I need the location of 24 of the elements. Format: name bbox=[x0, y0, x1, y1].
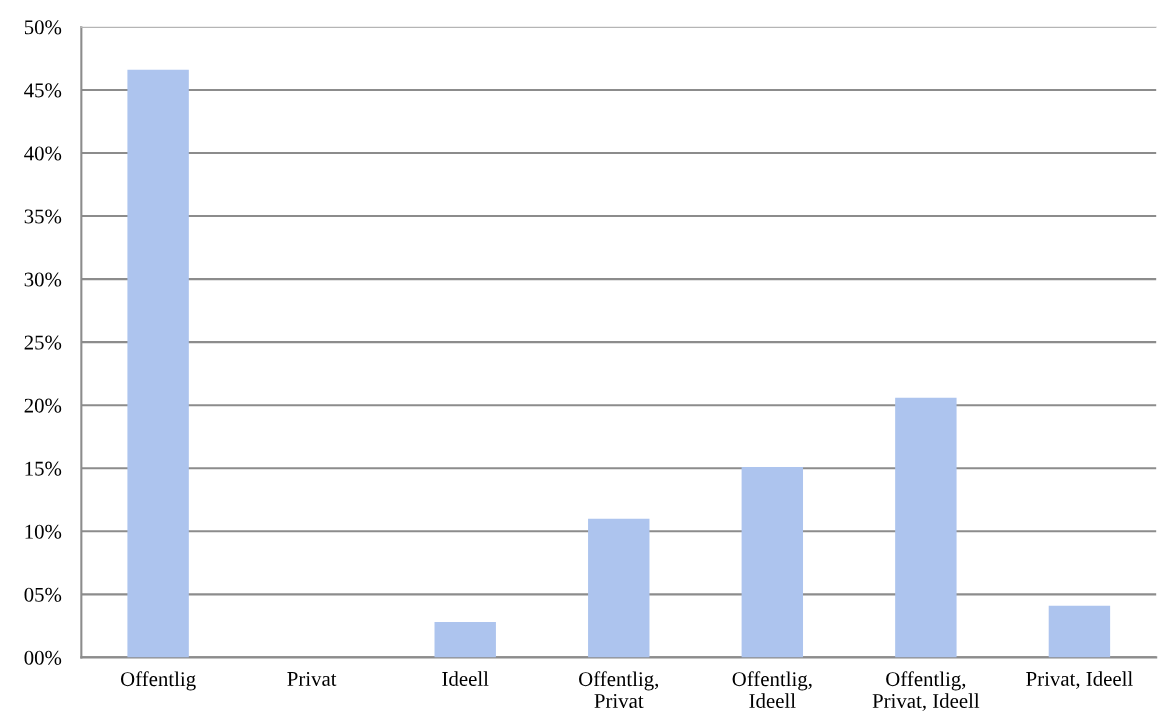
y-tick-label: 10% bbox=[25, 524, 62, 539]
y-tick-label: 00% bbox=[24, 650, 62, 665]
x-tick-label: Offentlig, Privat, Ideell bbox=[872, 671, 980, 711]
y-tick-label: 40% bbox=[24, 146, 62, 161]
bar bbox=[127, 69, 189, 658]
x-tick-label: Offentlig bbox=[120, 671, 196, 691]
bar bbox=[588, 518, 650, 658]
y-tick-label: 20% bbox=[24, 398, 62, 413]
y-tick-label: 05% bbox=[24, 587, 62, 602]
bar bbox=[741, 466, 804, 658]
bar bbox=[1048, 605, 1111, 658]
bar bbox=[895, 397, 957, 658]
x-tick-label: Offentlig, Privat bbox=[579, 671, 659, 708]
y-tick-label: 30% bbox=[24, 272, 62, 287]
y-tick-label: 50% bbox=[24, 20, 62, 35]
bar bbox=[434, 622, 496, 658]
y-tick-label: 35% bbox=[24, 209, 62, 224]
x-tick-label: Privat bbox=[287, 671, 337, 686]
x-tick-label: Privat, Ideell bbox=[1026, 671, 1133, 689]
y-tick-label: 15% bbox=[25, 461, 62, 476]
y-tick-label: 45% bbox=[24, 83, 62, 98]
x-tick-label: Offentlig, Ideell bbox=[732, 671, 812, 708]
x-tick-label: Ideell bbox=[442, 671, 489, 686]
y-tick-label: 25% bbox=[24, 335, 62, 350]
